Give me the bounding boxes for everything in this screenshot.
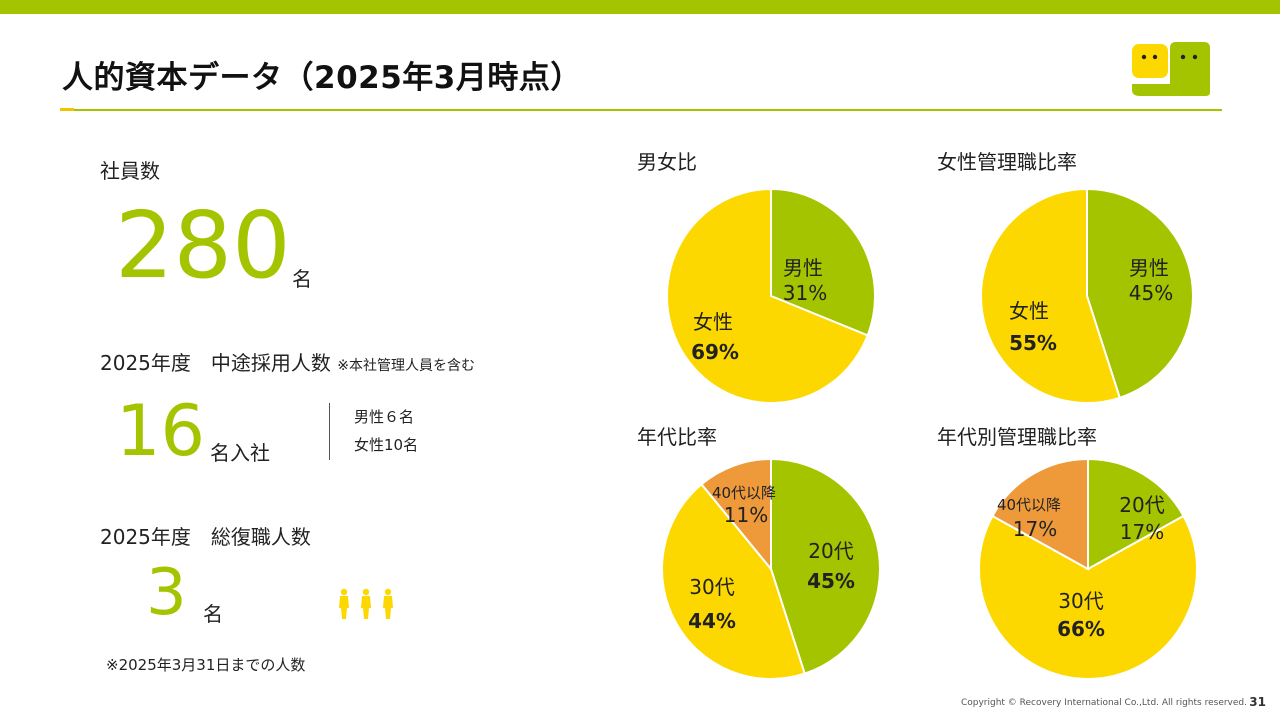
mid-career-title: 2025年度 中途採用人数 [100, 351, 331, 375]
general-staff-unit: 名 [203, 602, 223, 626]
person-icon [383, 588, 393, 619]
general-staff-value: 3 [146, 556, 187, 630]
pie-slice-value: 69% [691, 340, 739, 364]
mid-career-male: 男性６名 [354, 408, 415, 426]
pie-slice-2-0 [770, 457, 881, 675]
employees-unit: 名 [292, 267, 312, 291]
pie-slice-label: 男性 [1129, 256, 1169, 280]
chart-title-age: 年代比率 [637, 425, 717, 449]
mid-career-note: ※本社管理人員を含む [337, 358, 475, 374]
breakdown-divider [329, 403, 330, 460]
employees-value: 280 [115, 192, 291, 299]
page-title: 人的資本データ（2025年3月時点） [62, 60, 582, 96]
chart-title-age-managers: 年代別管理職比率 [937, 425, 1097, 449]
top-accent-bar [0, 0, 1280, 14]
pie-slice-label: 20代 [808, 539, 853, 563]
pie-slice-label: 40代以降 [712, 484, 776, 502]
person-icons [339, 588, 393, 619]
title-underline [60, 109, 1222, 111]
company-logo-icon [1132, 42, 1210, 96]
pie-slice-label: 女性 [1009, 299, 1049, 323]
pie-slice-value: 66% [1057, 617, 1105, 641]
pie-slice-2-2 [700, 457, 772, 572]
title-underline-accent [60, 108, 74, 111]
pie-slice-label: 30代 [1058, 589, 1103, 613]
pie-slice-1-1 [980, 187, 1122, 404]
mid-career-female: 女性10名 [354, 436, 419, 454]
pie-slice-value: 55% [1009, 331, 1057, 355]
pie-slice-value: 44% [688, 609, 736, 633]
mid-career-unit: 名入社 [210, 441, 270, 465]
pie-slice-value: 31% [783, 281, 827, 305]
pie-slice-0-0 [770, 187, 876, 337]
pie-slice-label: 20代 [1119, 493, 1164, 517]
page-number: 31 [1249, 695, 1266, 709]
pie-slice-3-0 [1087, 457, 1185, 571]
footnote: ※2025年3月31日までの人数 [106, 656, 306, 674]
pie-slice-2-1 [661, 482, 806, 680]
chart-title-female-managers: 女性管理職比率 [937, 150, 1077, 174]
copyright-text: Copyright © Recovery International Co.,L… [960, 698, 1247, 708]
chart-title-gender: 男女比 [637, 150, 697, 174]
pie-slice-0-1 [666, 187, 869, 404]
pie-slice-value: 17% [1120, 520, 1164, 544]
mid-career-label: 2025年度 中途採用人数 ※本社管理人員を含む [100, 347, 475, 376]
pie-slice-label: 40代以降 [997, 496, 1061, 514]
pie-slice-value: 45% [807, 569, 855, 593]
person-icon [339, 588, 349, 619]
person-icon [361, 588, 371, 619]
pie-slice-value: 17% [1013, 517, 1057, 541]
pie-slice-label: 女性 [693, 310, 733, 334]
mid-career-value: 16 [116, 390, 206, 472]
pie-slice-value: 11% [724, 503, 768, 527]
employees-label: 社員数 [100, 159, 160, 183]
pie-slice-1-0 [1086, 187, 1194, 400]
pie-chart-age-managers: 20代 17% 30代 66% 40代以降 17% [978, 457, 1198, 680]
pie-slice-label: 男性 [783, 256, 823, 280]
pie-slice-3-2 [991, 457, 1089, 571]
pie-slice-label: 30代 [689, 575, 734, 599]
general-staff-label: 2025年度 総復職人数 [100, 525, 311, 549]
pie-slice-3-1 [978, 514, 1198, 680]
pie-slice-value: 45% [1129, 281, 1173, 305]
